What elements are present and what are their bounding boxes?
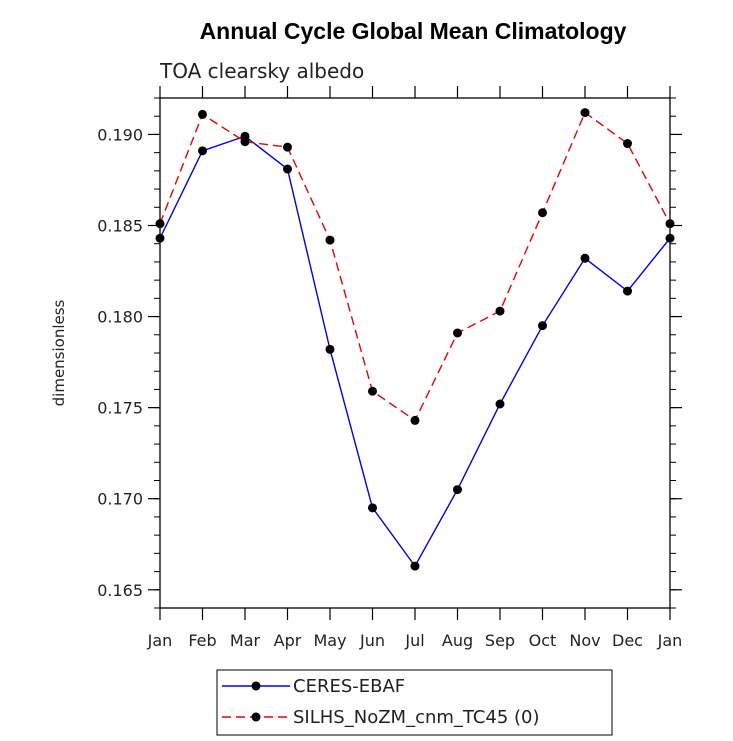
legend-label-1: CERES-EBAF [293, 676, 405, 697]
series-2-point [495, 306, 505, 316]
y-axis-label: dimensionless [50, 299, 68, 406]
series-1-point [495, 399, 505, 409]
y-tick-label: 0.165 [97, 581, 143, 600]
x-tick-label: Aug [442, 631, 473, 650]
x-tick-label: Mar [230, 631, 261, 650]
x-tick-labels: Jan Feb Mar Apr May Jun Jul Aug Sep Oct Nov Dec Jan [147, 631, 683, 650]
series-2-point [368, 386, 377, 396]
series-1-point [538, 321, 547, 331]
plot-frame [159, 97, 671, 609]
y-tick-label: 0.185 [97, 217, 143, 236]
series-2-point [325, 235, 335, 245]
x-tick-label: Feb [188, 631, 216, 650]
x-tick-label: Jan [147, 631, 173, 650]
series-1-point [283, 164, 292, 174]
series-2-point [240, 137, 250, 147]
series-line-2 [159, 111, 671, 422]
legend-box [216, 669, 613, 736]
series-1-point [198, 146, 207, 156]
y-tick-labels: 0.165 0.170 0.175 0.180 0.185 0.190 [97, 125, 143, 599]
series-2-point [453, 328, 462, 338]
x-tick-label: Oct [529, 631, 557, 650]
x-tick-label: Jul [404, 631, 424, 650]
x-tick-label: Apr [274, 631, 302, 650]
series-2-point [283, 142, 292, 152]
chart-title: Annual Cycle Global Mean Climatology [200, 18, 627, 44]
series-1-point [325, 344, 335, 354]
series-2-point [410, 415, 420, 425]
series-2-point [623, 139, 632, 149]
series-1-point [410, 561, 420, 571]
x-tick-label: Nov [569, 631, 600, 650]
x-tick-label: Jun [359, 631, 385, 650]
legend-label-2: SILHS_NoZM_cnm_TC45 (0) [293, 707, 540, 728]
legend: CERES-EBAF SILHS_NoZM_cnm_TC45 (0) [216, 669, 613, 736]
series-2-point [580, 108, 590, 118]
y-tick-label: 0.175 [97, 399, 143, 418]
x-tick-label: Jan [657, 631, 683, 650]
series-1-point [580, 253, 590, 263]
series-layer [155, 108, 675, 571]
x-tick-label: May [313, 631, 346, 650]
x-tick-label: Dec [612, 631, 643, 650]
y-tick-label: 0.190 [97, 125, 143, 144]
series-line-1 [159, 135, 671, 568]
series-2-point [198, 109, 207, 119]
x-tick-label: Sep [485, 631, 515, 650]
legend-marker-1 [251, 681, 261, 691]
series-1-point [453, 485, 462, 495]
y-tick-label: 0.170 [97, 490, 143, 509]
series-1-point [368, 503, 377, 513]
y-tick-label: 0.180 [97, 308, 143, 327]
series-1-point [623, 286, 632, 296]
chart-subtitle: TOA clearsky albedo [159, 59, 364, 83]
series-2-point [538, 208, 547, 218]
axis-ticks [148, 86, 682, 620]
legend-marker-2 [251, 712, 261, 722]
